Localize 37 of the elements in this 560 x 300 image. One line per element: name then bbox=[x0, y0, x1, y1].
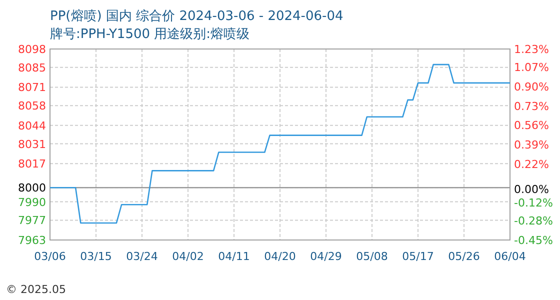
x-tick-label: 04/29 bbox=[310, 250, 342, 263]
x-tick-label: 04/02 bbox=[172, 250, 204, 263]
chart-subtitle: 牌号:PPH-Y1500 用途级别:熔喷级 bbox=[50, 27, 250, 42]
y2-tick-label: 1.07% bbox=[514, 61, 549, 74]
y2-tick-label: -0.28% bbox=[514, 214, 553, 228]
line-series bbox=[49, 64, 511, 224]
chart-title: PP(熔喷) 国内 综合价 2024-03-06 - 2024-06-04 bbox=[50, 9, 344, 24]
text: © 2025.05 bbox=[6, 283, 66, 296]
x-tick-label: 03/24 bbox=[126, 250, 158, 263]
x-tick-label: 03/06 bbox=[34, 250, 66, 263]
x-tick-label: 06/04 bbox=[494, 250, 526, 263]
y2-tick-label: 0.90% bbox=[514, 80, 549, 94]
y2-tick-label: 0.00% bbox=[514, 182, 549, 196]
y-tick-label: 8085 bbox=[18, 61, 46, 74]
y2-tick-label: 0.73% bbox=[514, 100, 549, 113]
y2-tick-label: 0.56% bbox=[514, 119, 549, 132]
x-tick-label: 05/08 bbox=[356, 250, 388, 263]
y-tick-label: 7963 bbox=[18, 234, 46, 247]
y2-tick-label: 0.22% bbox=[514, 158, 549, 171]
y2-tick-label: -0.12% bbox=[514, 196, 553, 210]
y-tick-label: 8098 bbox=[18, 43, 46, 56]
y2-tick-label: 1.23% bbox=[514, 43, 549, 56]
y-tick-label: 8044 bbox=[18, 119, 46, 132]
y-tick-label: 8017 bbox=[18, 158, 46, 171]
y-tick-label: 8000 bbox=[18, 182, 46, 195]
y-tick-label: 8058 bbox=[18, 100, 46, 113]
y-tick-label: 7977 bbox=[18, 214, 46, 228]
x-tick-label: 03/15 bbox=[80, 250, 112, 263]
x-tick-label: 04/20 bbox=[264, 250, 296, 263]
y2-tick-label: -0.45% bbox=[514, 234, 553, 247]
x-tick-label: 05/26 bbox=[448, 250, 480, 263]
x-tick-label: 05/17 bbox=[402, 250, 434, 263]
y2-tick-label: 0.39% bbox=[514, 138, 549, 152]
y-tick-label: 8071 bbox=[18, 81, 46, 94]
x-tick-label: 04/11 bbox=[218, 250, 250, 263]
y-tick-label: 8031 bbox=[18, 138, 46, 151]
y-tick-label: 7990 bbox=[18, 196, 46, 209]
